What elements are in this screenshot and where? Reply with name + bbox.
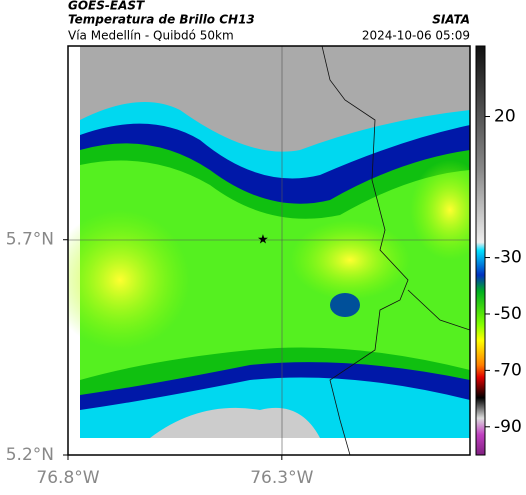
satellite-image: ★ <box>68 46 470 455</box>
colorbar-tick-label: -50 <box>494 304 522 324</box>
x-tick-label: 76.3°W <box>250 468 313 488</box>
source: GOES-EAST <box>68 0 145 13</box>
subtitle: Vía Medellín - Quibdó 50km <box>68 29 234 43</box>
map-frame <box>67 45 471 456</box>
colorbar-tick-label: -30 <box>494 248 522 268</box>
y-tick-label: 5.7°N <box>6 230 54 250</box>
axes: 76.8°W 76.3°W 5.7°N 5.2°N 20 -30 -50 -70 -90 <box>6 107 522 488</box>
colorbar <box>475 45 486 456</box>
x-tick-label: 76.8°W <box>36 468 99 488</box>
title: Temperatura de Brillo CH13 <box>68 13 255 27</box>
colorbar-tick-label: -70 <box>494 360 522 380</box>
org: SIATA <box>432 13 470 27</box>
y-tick-label: 5.2°N <box>6 445 54 465</box>
datetime: 2024-10-06 05:09 <box>362 29 470 43</box>
location-marker: ★ <box>257 233 269 248</box>
colorbar-tick-label: 20 <box>494 107 516 127</box>
colorbar-tick-label: -90 <box>494 417 522 437</box>
